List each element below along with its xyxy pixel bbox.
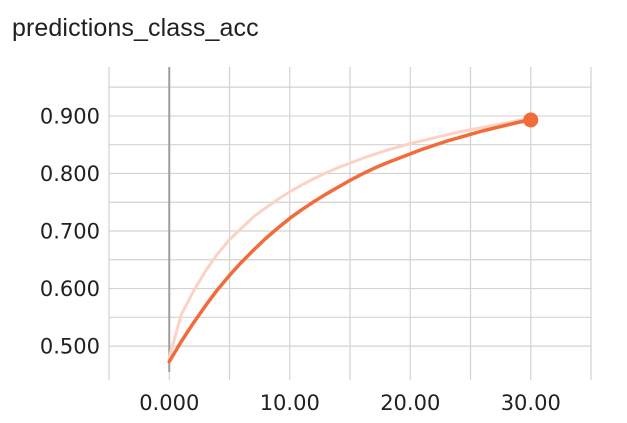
x-tick-label: 30.00	[501, 391, 561, 415]
x-tick-label: 20.00	[380, 391, 440, 415]
series-line-raw	[167, 116, 533, 360]
y-tick-label: 0.500	[40, 335, 100, 359]
y-tick-label: 0.800	[40, 162, 100, 186]
tick-labels: 0.500 0.600 0.700 0.800 0.900 0.000 10.00 20.00…	[40, 104, 561, 415]
chart-title: predictions_class_acc	[12, 14, 259, 42]
y-tick-label: 0.900	[40, 104, 100, 128]
series-group	[167, 112, 539, 364]
x-tick-label: 10.00	[260, 391, 320, 415]
x-tick-label: 0.000	[139, 391, 199, 415]
highlight-point	[523, 112, 539, 128]
y-tick-label: 0.600	[40, 277, 100, 301]
grid	[108, 67, 592, 372]
y-tick-label: 0.700	[40, 220, 100, 244]
series-line-smoothed	[167, 118, 533, 364]
tick-marks	[108, 372, 592, 380]
